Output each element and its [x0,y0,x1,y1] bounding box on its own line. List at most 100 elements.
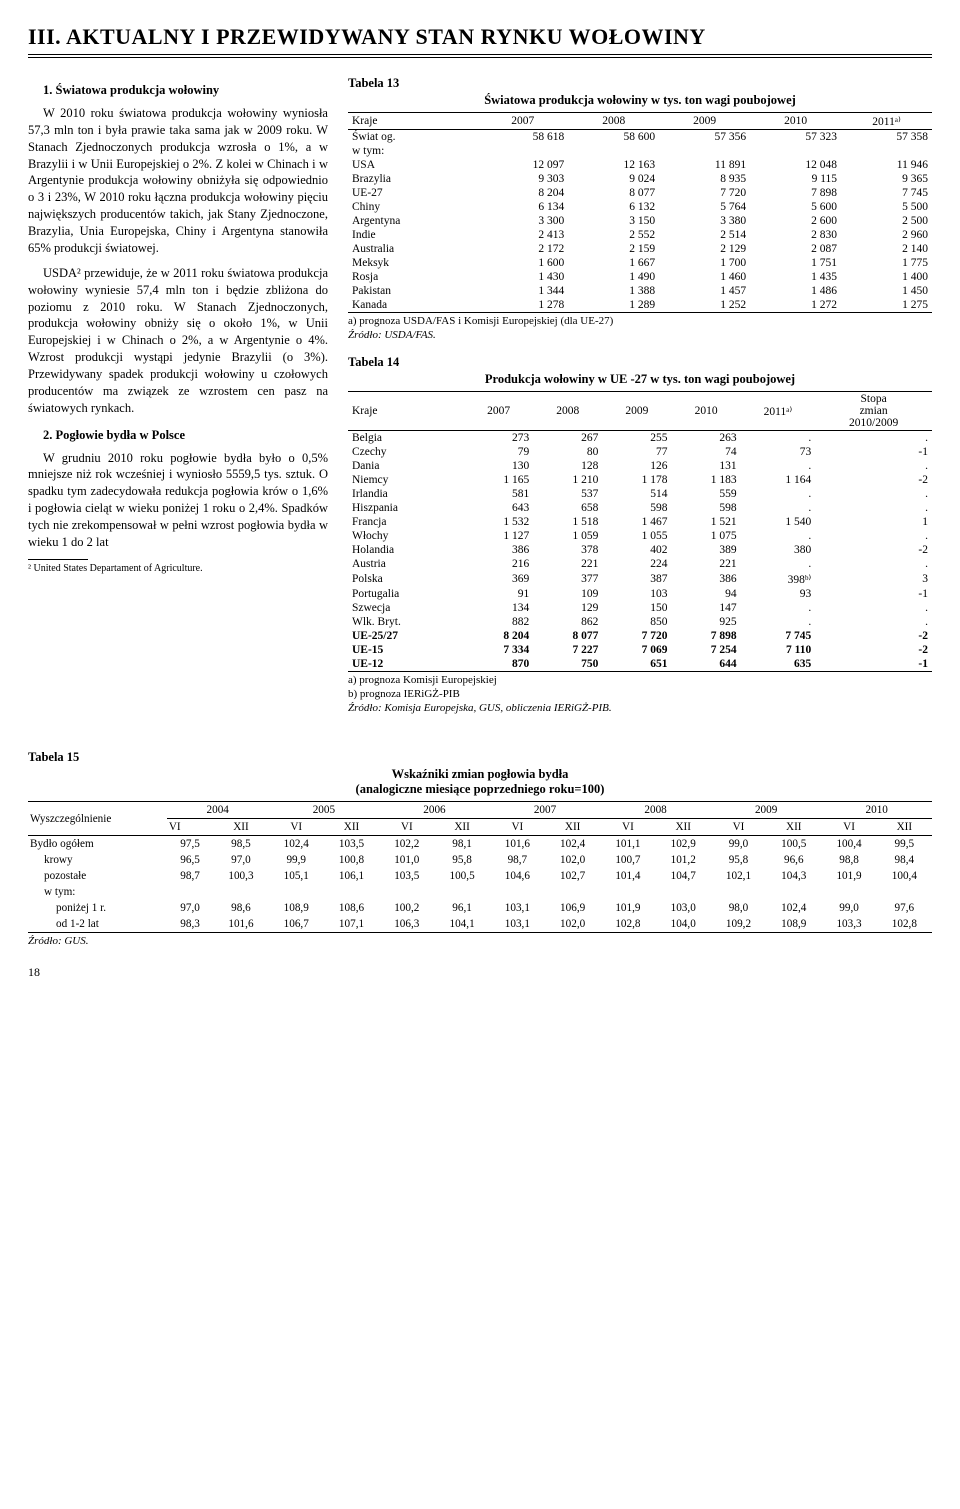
table15-cell: 97,5 [167,836,213,853]
table13-cell: 58 600 [568,130,659,145]
table13-cell: 5 764 [659,200,750,214]
table15-cell: 97,6 [877,900,932,916]
table15-cell: 98,8 [821,852,876,868]
table14-cell: 7 227 [533,643,602,657]
table14-cell: 1 521 [672,515,741,529]
table14-cell: 862 [533,615,602,629]
table14-cell: . [741,615,816,629]
table15-cell: 98,7 [490,852,545,868]
table14-cell: Wlk. Bryt. [348,615,464,629]
table14-cell: Dania [348,459,464,473]
table13-header-cell: Kraje [348,113,477,130]
table14-cell: Włochy [348,529,464,543]
table14-cell: 7 334 [464,643,533,657]
table14-cell: -1 [815,445,932,459]
table14-cell: UE-25/27 [348,629,464,643]
table15-cell: 103,1 [490,916,545,933]
table13-cell: 1 751 [750,256,841,270]
table14-cell: 514 [602,487,671,501]
table13-cell: 1 775 [841,256,932,270]
table15-cell: 98,7 [167,868,213,884]
table13-label: Tabela 13 [348,76,932,91]
table14-cell: 128 [533,459,602,473]
table14-cell: 1 210 [533,473,602,487]
table14-cell: . [815,431,932,446]
table14-cell: 94 [672,587,741,601]
table13-cell: 8 204 [477,186,568,200]
table15-cell: 106,7 [269,916,324,933]
table15-cell [600,884,655,900]
table15-cell [656,884,711,900]
table15-source: Źródło: GUS. [28,935,932,947]
table13-cell: 1 435 [750,270,841,284]
table13-cell: 2 087 [750,242,841,256]
table14-cell: 77 [602,445,671,459]
table13-cell [477,144,568,158]
table14-header-cell: Kraje [348,392,464,431]
table15-cell: 102,8 [600,916,655,933]
table15-cell: 100,3 [213,868,268,884]
table13-cell: 1 344 [477,284,568,298]
table14-cell: 870 [464,657,533,672]
table14-cell: 1 164 [741,473,816,487]
table14-cell: . [741,601,816,615]
table13-title: Światowa produkcja wołowiny w tys. ton w… [348,93,932,108]
table15-cell: 104,0 [656,916,711,933]
table14-cell: 377 [533,571,602,587]
table15-header-cell: 2008 [600,802,711,819]
table14-cell: 255 [602,431,671,446]
table14-cell: 386 [672,571,741,587]
table15-cell [324,884,379,900]
table14-cell: 925 [672,615,741,629]
table14-cell: 7 069 [602,643,671,657]
table13-cell: UE-27 [348,186,477,200]
table15-cell: 102,4 [545,836,600,853]
table14-cell: 644 [672,657,741,672]
table14-note-b: b) prognoza IERiGŻ-PIB [348,688,932,700]
table15-cell: 100,5 [766,836,821,853]
table14-cell: Szwecja [348,601,464,615]
table15-cell: 102,9 [656,836,711,853]
table15-cell: 102,7 [545,868,600,884]
table15-cell: 102,0 [545,852,600,868]
table14-cell: 581 [464,487,533,501]
table14-cell: 74 [672,445,741,459]
table13-cell: 1 700 [659,256,750,270]
table13-cell: 12 163 [568,158,659,172]
table13-cell: Australia [348,242,477,256]
table15-cell [545,884,600,900]
table13-cell: 57 358 [841,130,932,145]
table13-header-cell: 2010 [750,113,841,130]
table15-cell: 103,5 [324,836,379,853]
table15-cell: 102,4 [269,836,324,853]
table15-cell: 100,4 [877,868,932,884]
table14-title: Produkcja wołowiny w UE -27 w tys. ton w… [348,372,932,387]
table14-cell: Czechy [348,445,464,459]
table15-cell [434,884,489,900]
table14-cell: -2 [815,629,932,643]
table15-subheader-cell: VI [711,819,766,836]
table13-cell: 11 946 [841,158,932,172]
table14-header-cell: 2007 [464,392,533,431]
table14-cell: Portugalia [348,587,464,601]
table14-cell: 131 [672,459,741,473]
table13-cell: 7 745 [841,186,932,200]
table15-cell: 99,5 [877,836,932,853]
table15-cell [711,884,766,900]
left-column: 1. Światowa produkcja wołowiny W 2010 ro… [28,72,328,575]
table13-cell: 1 400 [841,270,932,284]
table15-subheader-cell: VI [600,819,655,836]
table14-cell: . [815,615,932,629]
table14-cell: 1 127 [464,529,533,543]
table13-cell: 58 618 [477,130,568,145]
table15-cell: 99,9 [269,852,324,868]
table14-cell: . [741,501,816,515]
table15-row-label: pozostałe [28,868,167,884]
table13-header-cell: 2008 [568,113,659,130]
table14-cell: 598 [672,501,741,515]
table14-cell: 221 [533,557,602,571]
table13-cell: 1 272 [750,298,841,313]
table15-subheader-cell: XII [656,819,711,836]
table14-cell: UE-12 [348,657,464,672]
table15-cell: 96,1 [434,900,489,916]
